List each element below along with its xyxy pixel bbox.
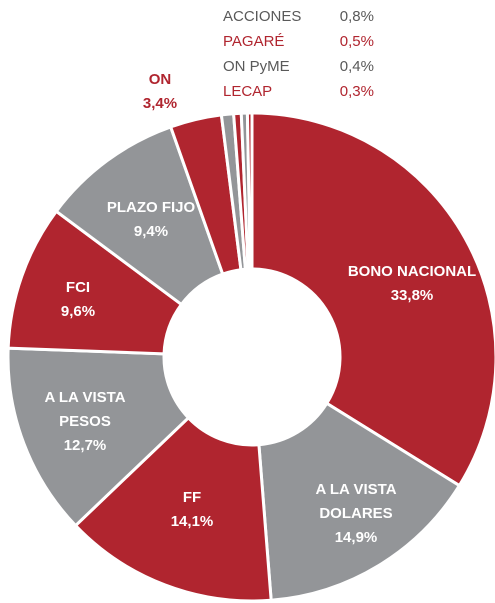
slice [6, 346, 191, 528]
slice-name: A LA VISTA PESOS [44, 389, 126, 430]
legend-name: ON PyME [223, 58, 290, 75]
slice-name: A LA VISTA DOLARES [315, 481, 397, 522]
slice-label: FCI 9,6% [28, 276, 128, 324]
slice-name: PLAZO FIJO [106, 199, 196, 216]
slice-label: BONO NACIONAL 33,8% [327, 260, 495, 308]
slice-label: A LA VISTA DOLARES 14,9% [301, 478, 411, 550]
slice [250, 111, 495, 488]
legend-name: ACCIONES [223, 8, 302, 25]
legend-value: 0,3% [339, 83, 374, 100]
legend-name: LECAP [223, 83, 273, 100]
slice-name: FCI [65, 279, 91, 296]
slice-value: 33,8% [390, 287, 434, 304]
legend-value: 0,4% [339, 58, 374, 75]
legend-value: 0,8% [339, 8, 374, 25]
slice-value: 12,7% [63, 437, 107, 454]
slice-value: 9,6% [60, 303, 96, 320]
legend-name: PAGARÉ [223, 33, 285, 50]
slice-value: 14,9% [334, 529, 378, 546]
slice [245, 111, 254, 271]
slice-value: 14,1% [170, 513, 214, 530]
slice [6, 209, 184, 356]
slice [73, 415, 273, 603]
slice-name: BONO NACIONAL [347, 263, 477, 280]
slice-value: 3,4% [142, 95, 178, 112]
slice [257, 401, 462, 602]
slice-label: FF 14,1% [142, 486, 242, 534]
slice [54, 125, 225, 307]
slice-value: 9,4% [133, 223, 169, 240]
legend-value: 0,5% [339, 33, 374, 50]
slice-name: ON [148, 71, 172, 88]
slice-name: FF [182, 489, 202, 506]
slice-label: ON 3,4% [130, 68, 190, 116]
slice-label: A LA VISTA PESOS 12,7% [30, 386, 140, 458]
slice-label: PLAZO FIJO 9,4% [96, 196, 206, 244]
